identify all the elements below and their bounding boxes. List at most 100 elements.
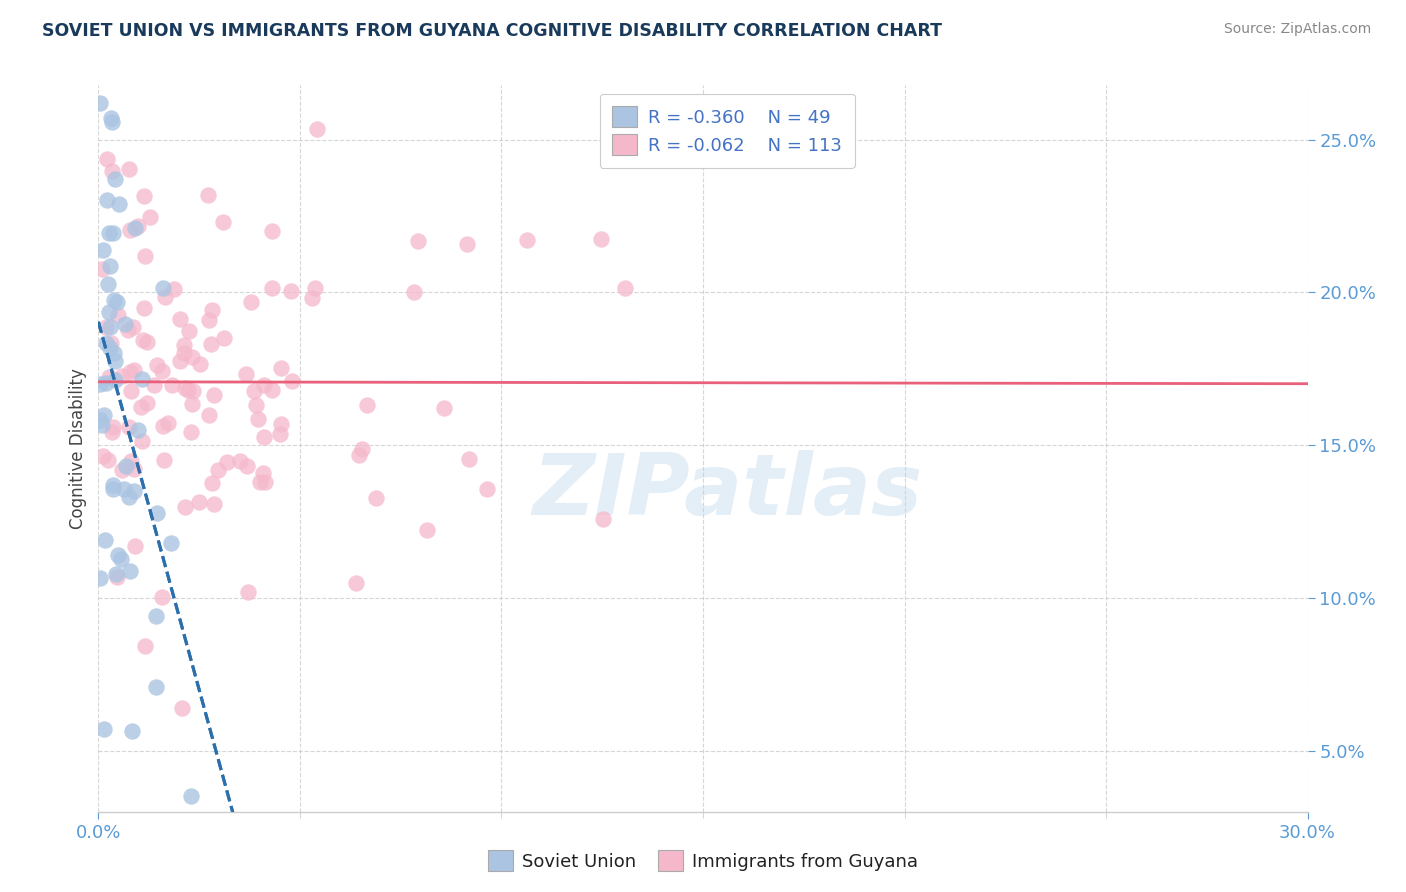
Point xyxy=(105,294,128,309)
Point xyxy=(91,449,114,463)
Point xyxy=(406,234,429,248)
Point xyxy=(117,419,139,434)
Point xyxy=(127,219,149,234)
Point xyxy=(104,373,127,387)
Point xyxy=(270,361,292,376)
Point xyxy=(181,397,204,411)
Point xyxy=(150,364,173,378)
Point xyxy=(260,224,283,238)
Point xyxy=(153,453,176,467)
Point xyxy=(304,281,326,295)
Point xyxy=(212,215,235,229)
Point xyxy=(245,398,267,412)
Point xyxy=(402,285,425,299)
Point xyxy=(122,462,145,476)
Point xyxy=(269,426,291,441)
Point xyxy=(156,416,179,430)
Point xyxy=(145,680,167,694)
Point xyxy=(129,400,152,414)
Point xyxy=(97,453,120,467)
Point xyxy=(356,398,378,412)
Legend: R = -0.360    N = 49, R = -0.062    N = 113: R = -0.360 N = 49, R = -0.062 N = 113 xyxy=(599,94,855,168)
Point xyxy=(131,434,153,448)
Point xyxy=(98,320,121,334)
Point xyxy=(235,367,257,381)
Point xyxy=(100,164,122,178)
Point xyxy=(131,372,153,386)
Point xyxy=(229,454,252,468)
Y-axis label: Cognitive Disability: Cognitive Disability xyxy=(69,368,87,529)
Point xyxy=(516,233,538,247)
Point xyxy=(160,536,183,550)
Point xyxy=(155,290,177,304)
Point xyxy=(280,285,302,299)
Point xyxy=(98,341,121,355)
Point xyxy=(458,452,481,467)
Point xyxy=(94,533,117,547)
Point xyxy=(152,418,174,433)
Point xyxy=(89,96,111,111)
Point xyxy=(96,277,118,291)
Point xyxy=(101,482,124,496)
Point xyxy=(134,639,156,653)
Point xyxy=(134,249,156,263)
Point xyxy=(94,320,117,334)
Point xyxy=(180,350,202,364)
Point xyxy=(121,724,143,739)
Point xyxy=(170,700,193,714)
Point xyxy=(136,334,159,349)
Point xyxy=(114,317,136,331)
Point xyxy=(107,548,129,562)
Point xyxy=(146,358,169,372)
Point xyxy=(118,365,141,379)
Point xyxy=(260,383,283,397)
Point xyxy=(100,111,122,125)
Point xyxy=(89,377,111,392)
Point xyxy=(214,331,236,345)
Point xyxy=(96,193,118,207)
Point xyxy=(93,409,115,423)
Point xyxy=(118,564,141,578)
Point xyxy=(198,408,221,422)
Point xyxy=(176,384,198,398)
Point xyxy=(117,323,139,337)
Point xyxy=(347,448,370,462)
Point xyxy=(243,384,266,398)
Point xyxy=(98,369,121,384)
Point xyxy=(145,609,167,624)
Point xyxy=(103,226,125,240)
Point xyxy=(173,346,195,360)
Point xyxy=(89,571,111,585)
Point xyxy=(139,211,162,225)
Point xyxy=(105,567,128,582)
Point xyxy=(179,324,201,338)
Point xyxy=(98,259,121,273)
Point xyxy=(103,293,125,308)
Point xyxy=(198,313,221,327)
Point xyxy=(134,189,156,203)
Point xyxy=(100,335,122,350)
Point xyxy=(124,539,146,553)
Point xyxy=(169,353,191,368)
Point xyxy=(143,378,166,392)
Point xyxy=(98,226,121,240)
Point xyxy=(90,418,112,433)
Point xyxy=(91,243,114,257)
Point xyxy=(101,478,124,492)
Point xyxy=(305,121,328,136)
Point xyxy=(352,442,374,457)
Point xyxy=(613,281,636,295)
Point xyxy=(188,357,211,371)
Point xyxy=(235,458,257,473)
Point xyxy=(105,569,128,583)
Point xyxy=(202,496,225,510)
Point xyxy=(103,420,125,434)
Text: ZIPatlas: ZIPatlas xyxy=(531,450,922,533)
Point xyxy=(201,476,224,491)
Point xyxy=(344,576,367,591)
Point xyxy=(589,232,612,246)
Point xyxy=(433,401,456,415)
Point xyxy=(96,153,118,167)
Point xyxy=(96,376,118,390)
Point xyxy=(112,483,135,497)
